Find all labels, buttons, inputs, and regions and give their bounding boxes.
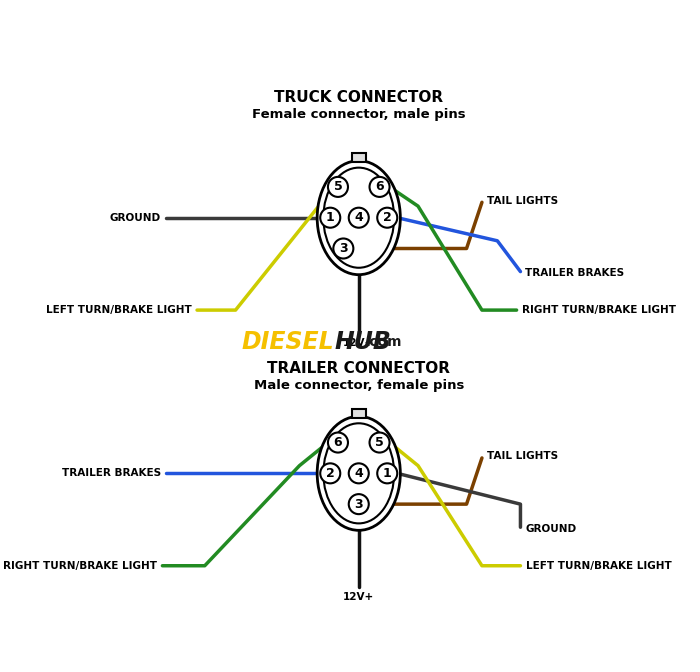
Circle shape [328, 177, 348, 197]
Circle shape [349, 208, 369, 228]
Ellipse shape [317, 417, 400, 530]
Text: 5: 5 [375, 436, 384, 449]
Text: TRUCK CONNECTOR: TRUCK CONNECTOR [274, 90, 443, 105]
Text: 1: 1 [326, 211, 335, 224]
Text: 2: 2 [326, 467, 335, 480]
Ellipse shape [317, 161, 400, 275]
Bar [352, 409, 365, 418]
Text: 3: 3 [354, 498, 363, 511]
Text: HUB: HUB [334, 331, 391, 354]
Circle shape [377, 208, 398, 228]
Text: 4: 4 [354, 467, 363, 480]
Text: RIGHT TURN/BRAKE LIGHT: RIGHT TURN/BRAKE LIGHT [522, 305, 676, 315]
Text: 2: 2 [383, 211, 391, 224]
Circle shape [321, 208, 340, 228]
Circle shape [321, 463, 340, 483]
Text: 6: 6 [375, 180, 384, 194]
Text: Male connector, female pins: Male connector, female pins [253, 378, 464, 392]
Text: .com: .com [365, 335, 402, 349]
Text: TRAILER BRAKES: TRAILER BRAKES [525, 268, 624, 278]
Circle shape [333, 239, 354, 259]
Circle shape [370, 177, 389, 197]
Text: 12V+: 12V+ [343, 338, 374, 348]
Text: TRAILER CONNECTOR: TRAILER CONNECTOR [267, 361, 450, 376]
Bar [352, 153, 365, 162]
Text: 5: 5 [334, 180, 342, 194]
Circle shape [370, 433, 389, 452]
Circle shape [328, 433, 348, 452]
Text: TAIL LIGHTS: TAIL LIGHTS [486, 196, 558, 206]
Text: 3: 3 [339, 242, 348, 255]
Text: TAIL LIGHTS: TAIL LIGHTS [486, 452, 558, 462]
Text: Female connector, male pins: Female connector, male pins [252, 108, 466, 120]
Text: 12V+: 12V+ [343, 592, 374, 602]
Circle shape [349, 463, 369, 483]
Text: LEFT TURN/BRAKE LIGHT: LEFT TURN/BRAKE LIGHT [526, 560, 671, 571]
Text: GROUND: GROUND [525, 523, 576, 534]
Text: GROUND: GROUND [110, 213, 161, 222]
Circle shape [377, 463, 398, 483]
Text: 4: 4 [354, 211, 363, 224]
Text: DIESEL: DIESEL [241, 331, 334, 354]
Text: TRAILER BRAKES: TRAILER BRAKES [62, 468, 161, 478]
Text: 6: 6 [334, 436, 342, 449]
Circle shape [349, 494, 369, 514]
Text: 1: 1 [383, 467, 391, 480]
Text: RIGHT TURN/BRAKE LIGHT: RIGHT TURN/BRAKE LIGHT [3, 560, 157, 571]
Text: LEFT TURN/BRAKE LIGHT: LEFT TURN/BRAKE LIGHT [46, 305, 192, 315]
